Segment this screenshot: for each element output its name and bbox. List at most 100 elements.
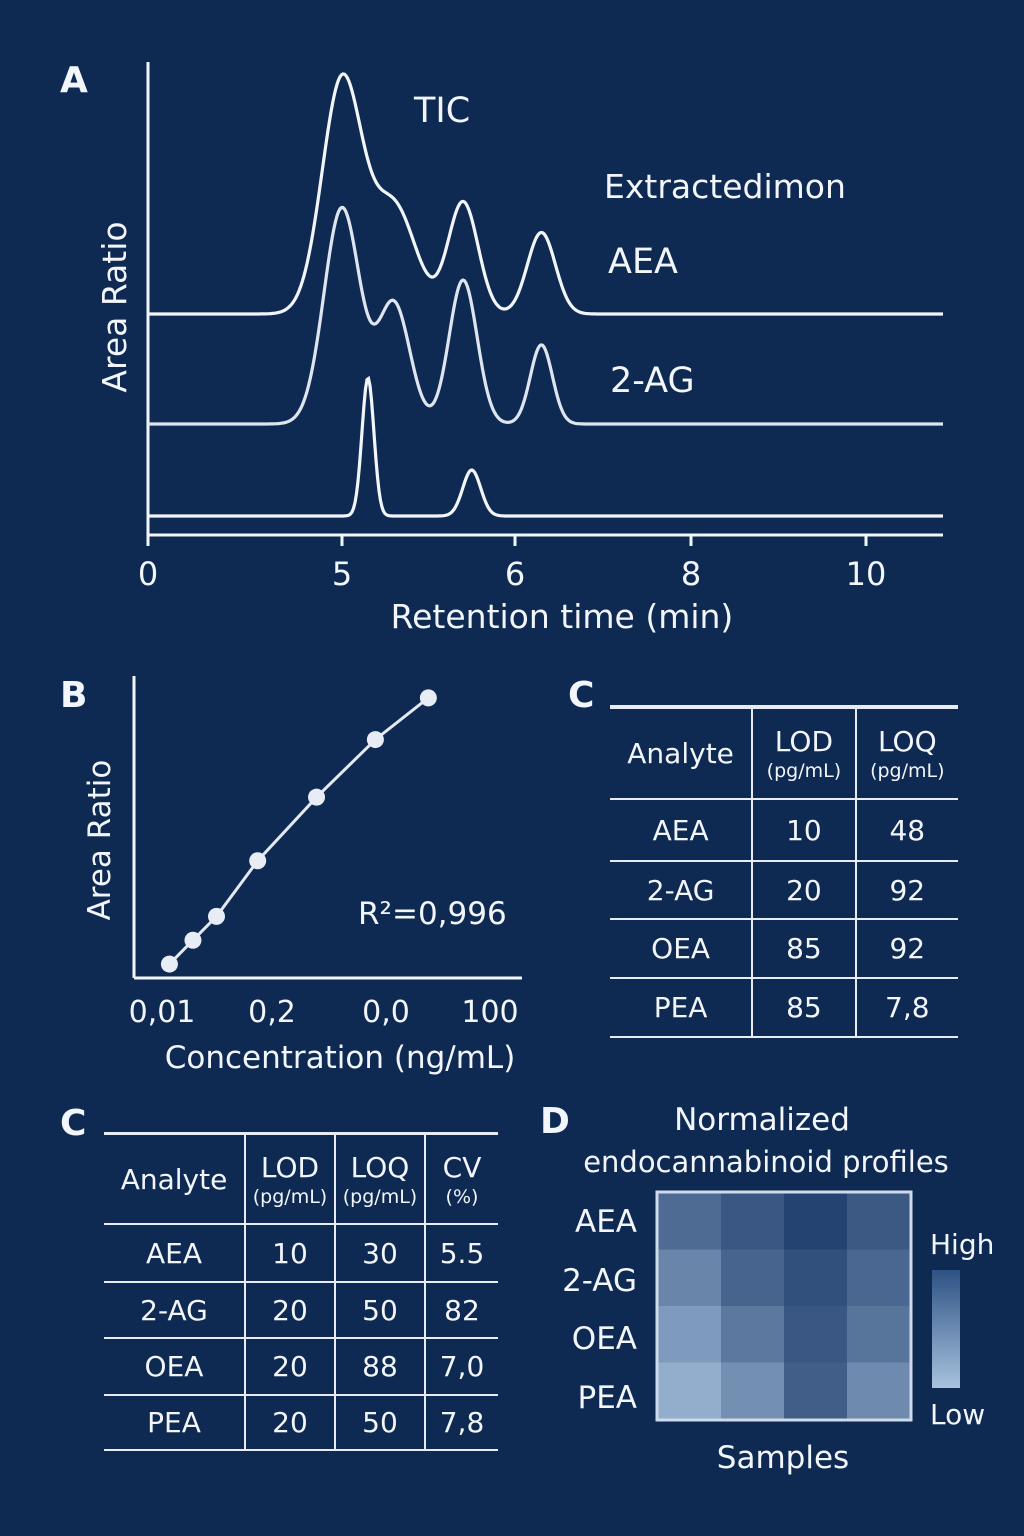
panel-a-tick-label: 6 [505,555,525,593]
calibration-point [308,788,326,806]
extracted-ion-label: Extractedimon [604,167,846,206]
calibration-point [184,931,202,949]
heatmap-cell [784,1193,848,1250]
table1-cell: 48 [854,799,958,862]
heatmap-row-label: 2-AG [562,1263,637,1299]
panel-b-y-label: Area Ratio [82,760,118,921]
table2-header-lod: LOD (pg/mL) [244,1133,335,1225]
heatmap-frame [655,1190,913,1422]
panel-a-tick-label: 5 [332,555,352,593]
heatmap-cell [721,1193,785,1250]
panel-a-label: A [60,60,88,101]
table2-cell: 5.5 [424,1224,498,1283]
heatmap-title: Normalized [674,1102,850,1138]
heatmap-cell [847,1193,911,1250]
table2-cell: 7,8 [424,1395,498,1451]
panel-c-label: C [568,675,594,716]
legend-low-label: Low [930,1398,985,1431]
table1-row: OEA 85 92 [610,919,958,979]
table2-cell: 20 [244,1338,335,1396]
calibration-point [419,689,437,707]
panel-a-tick-label: 0 [138,555,158,593]
panel-c2-label: C [60,1103,86,1144]
heatmap-cell [658,1249,722,1307]
table2-row: 2-AG 20 50 82 [104,1282,498,1339]
table1-cell: 92 [854,861,958,920]
panel-d-heatmap: Normalized endocannabinoid profiles AEA 2… [562,1102,994,1476]
tic-label: TIC [413,91,470,131]
panel-d-label: D [540,1101,570,1142]
heatmap-cell [784,1306,848,1363]
table2-cell: 50 [334,1395,425,1451]
table2-cell: 88 [334,1338,425,1396]
table1-cell: PEA [610,978,753,1038]
calibration-point [208,907,226,925]
heatmap-row-label: OEA [572,1321,637,1357]
table2-cell: 7,0 [424,1338,498,1396]
panel-b-tick-label: 0,2 [248,995,296,1030]
table2-header-loq: LOQ (pg/mL) [334,1133,425,1225]
panel-b-calibration: 0,01 0,2 0,0 100 R²=0,996 Area Ratio Concen… [82,676,522,1076]
table1-cell: 20 [751,861,856,920]
table1-cell: 85 [751,919,856,979]
table1-header-loq: LOQ (pg/mL) [854,707,958,800]
table2-cell: 20 [244,1282,335,1339]
heatmap-cell [784,1249,848,1307]
table1-cell: 85 [751,978,856,1038]
heatmap-cell [721,1306,785,1363]
r-squared-annotation: R²=0,996 [358,896,507,932]
aea-trace-label: AEA [608,242,678,282]
panel-a-tick-label: 10 [846,555,887,593]
panel-a-chromatogram: 0 5 6 8 10 TIC Extractedimon AEA 2-AG Area R… [95,62,943,636]
trace-aea [148,205,943,426]
panel-a-y-label: Area Ratio [95,221,134,392]
heatmap-cell [721,1249,785,1307]
color-scale-bar [932,1270,960,1388]
table1-cell: AEA [610,799,753,862]
lod-loq-table: Analyte LOD (pg/mL) LOQ (pg/mL) AEA 10 48 2-A… [610,707,958,1038]
panel-b-tick-label: 100 [461,995,518,1030]
heatmap-cell [847,1362,911,1420]
table2-cell: PEA [104,1395,245,1451]
heatmap-row-label: PEA [578,1380,638,1416]
calibration-point [366,731,384,749]
heatmap-subtitle: endocannabinoid profiles [583,1145,949,1179]
table1-row: AEA 10 48 [610,799,958,862]
table1-cell: 7,8 [854,978,958,1038]
table2-cell: 10 [244,1224,335,1283]
table1-cell: OEA [610,919,753,979]
calibration-point [160,955,178,973]
table2-cell: 20 [244,1395,335,1451]
table2-header-analyte: Analyte [104,1133,245,1225]
table2-cell: AEA [104,1224,245,1283]
2ag-trace-label: 2-AG [610,361,695,401]
table2-cell: 2-AG [104,1282,245,1339]
heatmap-cell [658,1306,722,1363]
panel-b-tick-label: 0,0 [362,995,410,1030]
heatmap-cell [721,1362,785,1420]
table1-header-analyte: Analyte [610,707,753,800]
table1-cell: 10 [751,799,856,862]
calibration-point [249,852,267,870]
table2-row: PEA 20 50 7,8 [104,1395,498,1451]
table2-cell: 30 [334,1224,425,1283]
heatmap-cell [847,1249,911,1307]
table2-cell: OEA [104,1338,245,1396]
legend-high-label: High [930,1228,994,1261]
table1-cell: 2-AG [610,861,753,920]
table1-row: PEA 85 7,8 [610,978,958,1038]
panel-b-x-label: Concentration (ng/mL) [165,1040,516,1076]
lod-loq-cv-table: Analyte LOD (pg/mL) LOQ (pg/mL) CV (%) AEA 1… [104,1133,498,1451]
heatmap-cell [784,1362,848,1420]
table2-cell: 50 [334,1282,425,1339]
heatmap-cell [658,1362,722,1420]
table2-cell: 82 [424,1282,498,1339]
panel-b-label: B [60,675,87,716]
panel-b-tick-label: 0,01 [129,995,196,1030]
panel-a-tick-label: 8 [681,555,701,593]
table2-row: AEA 10 30 5.5 [104,1224,498,1283]
trace-tic [148,72,943,316]
table1-header-lod: LOD (pg/mL) [751,707,856,800]
table2-header-cv: CV (%) [424,1133,498,1225]
